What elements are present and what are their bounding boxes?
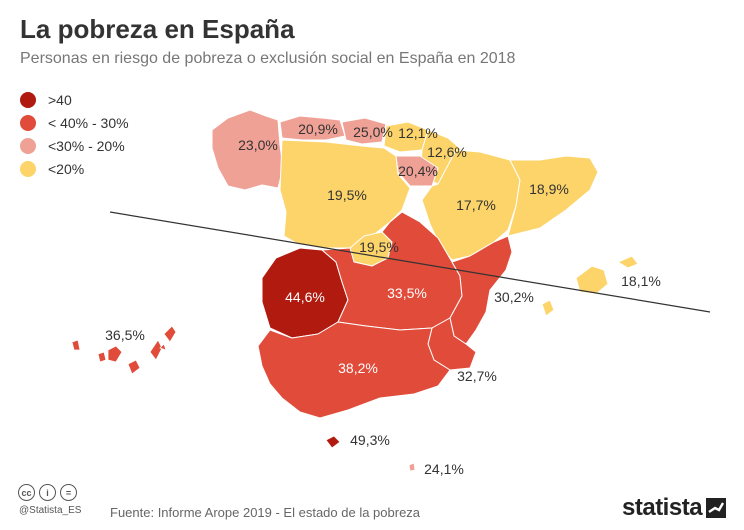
region-melilla[interactable]: [408, 462, 416, 472]
creative-commons-icon[interactable]: cc: [18, 484, 35, 501]
label-ceuta: 49,3%: [350, 432, 390, 448]
label-murcia: 32,7%: [457, 368, 497, 384]
region-canarias-island[interactable]: [107, 345, 123, 363]
region-cataluna[interactable]: [507, 155, 599, 237]
label-navarra: 12,6%: [427, 144, 467, 160]
statista-logo-icon: [706, 498, 727, 518]
region-ceuta[interactable]: [325, 435, 341, 449]
source-note: Fuente: Informe Arope 2019 - El estado d…: [110, 505, 421, 520]
legend: >40 < 40% - 30% <30% - 20% <20%: [20, 88, 129, 180]
region-canarias-island[interactable]: [71, 339, 81, 351]
region-cantabria[interactable]: [341, 117, 387, 145]
label-melilla: 24,1%: [424, 461, 464, 477]
statista-logo[interactable]: statista: [622, 494, 727, 522]
legend-label: <20%: [48, 160, 85, 177]
brand-wordmark: statista: [622, 494, 703, 521]
label-la-rioja: 20,4%: [398, 163, 438, 179]
legend-label: < 40% - 30%: [48, 114, 129, 131]
label-extremadura: 44,6%: [285, 289, 325, 305]
region-valencia[interactable]: [449, 235, 513, 345]
legend-swatch-pink: [20, 137, 36, 154]
label-baleares: 18,1%: [621, 273, 661, 289]
region-canarias-island[interactable]: [97, 351, 107, 363]
region-canarias-island[interactable]: [159, 343, 167, 351]
label-cataluna: 18,9%: [529, 181, 569, 197]
legend-item-over-40: >40: [20, 88, 129, 111]
label-castilla-la-mancha: 33,5%: [387, 285, 427, 301]
legend-item-30-40: < 40% - 30%: [20, 111, 129, 134]
label-aragon: 17,7%: [456, 197, 496, 213]
region-canarias-island[interactable]: [127, 359, 141, 375]
legend-item-20-30: <30% - 20%: [20, 134, 129, 157]
label-cantabria: 25,0%: [353, 124, 393, 140]
region-canarias-island[interactable]: [163, 325, 177, 343]
label-pais-vasco: 12,1%: [398, 125, 438, 141]
label-andalucia: 38,2%: [338, 360, 378, 376]
label-valencia: 30,2%: [494, 289, 534, 305]
region-baleares-ibiza[interactable]: [541, 299, 555, 317]
diagonal-line: [109, 211, 711, 313]
legend-swatch-yellow: [20, 160, 36, 177]
label-galicia: 23,0%: [238, 137, 278, 153]
legend-label: >40: [48, 91, 72, 108]
region-baleares-mallorca[interactable]: [575, 265, 609, 295]
legend-swatch-red: [20, 114, 36, 131]
label-canarias: 36,5%: [105, 327, 145, 343]
chart-title: La pobreza en España: [20, 14, 295, 44]
license-icons: cc i =: [18, 484, 77, 501]
attribution-icon[interactable]: i: [39, 484, 56, 501]
legend-swatch-dark: [20, 91, 36, 108]
legend-item-under-20: <20%: [20, 157, 129, 180]
label-madrid: 19,5%: [359, 239, 399, 255]
twitter-handle[interactable]: @Statista_ES: [19, 505, 82, 516]
region-andalucia[interactable]: [257, 321, 451, 419]
no-derivatives-icon[interactable]: =: [60, 484, 77, 501]
region-baleares-menorca[interactable]: [616, 255, 639, 269]
region-canarias-island[interactable]: [149, 339, 163, 361]
label-castilla-leon: 19,5%: [327, 187, 367, 203]
chart-subtitle: Personas en riesgo de pobreza o exclusió…: [20, 50, 516, 67]
label-asturias: 20,9%: [298, 121, 338, 137]
legend-label: <30% - 20%: [48, 137, 125, 154]
